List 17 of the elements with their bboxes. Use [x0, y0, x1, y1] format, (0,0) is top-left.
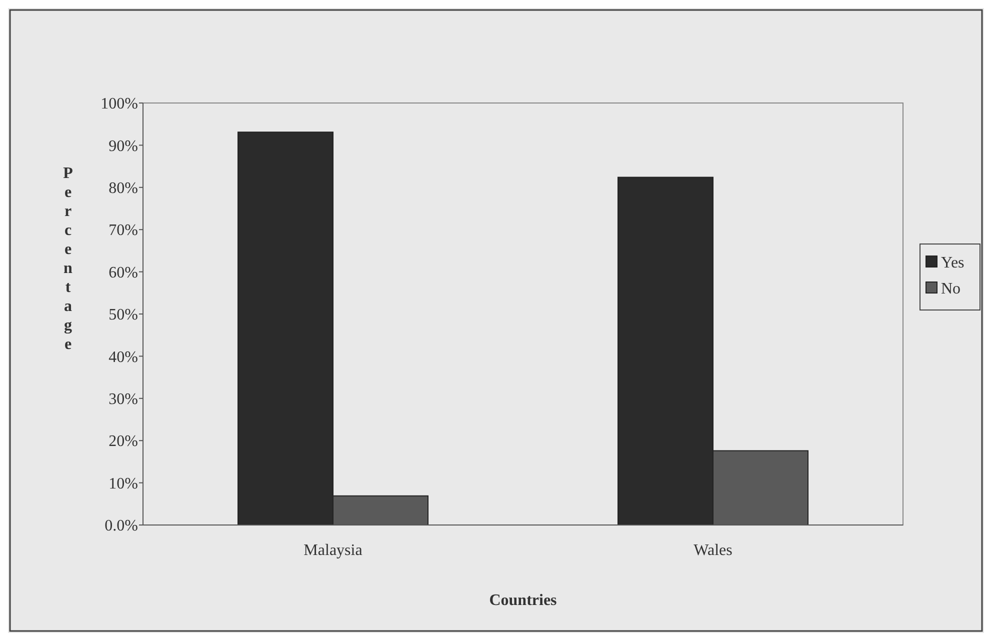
x-tick-label: Malaysia	[304, 542, 362, 559]
y-tick-label: 100%	[100, 96, 138, 113]
x-tick-label: Wales	[694, 542, 732, 559]
y-tick-label: 0.0%	[104, 518, 138, 535]
y-tick-label: 90%	[108, 138, 138, 155]
y-tick-label: 60%	[108, 264, 138, 282]
legend-label: Yes	[941, 254, 964, 272]
y-tick-label: 10%	[108, 475, 138, 492]
y-tick-label: 30%	[108, 391, 138, 408]
y-tick-label: 70%	[108, 222, 138, 240]
y-tick-label: 20%	[108, 433, 138, 450]
text: Percentage	[63, 165, 73, 353]
legend-label: No	[941, 280, 961, 298]
y-tick-label: 80%	[108, 180, 138, 197]
x-axis-title: Countries	[489, 592, 557, 609]
y-tick-label: 50%	[108, 306, 138, 324]
y-tick-label: 40%	[108, 348, 138, 366]
